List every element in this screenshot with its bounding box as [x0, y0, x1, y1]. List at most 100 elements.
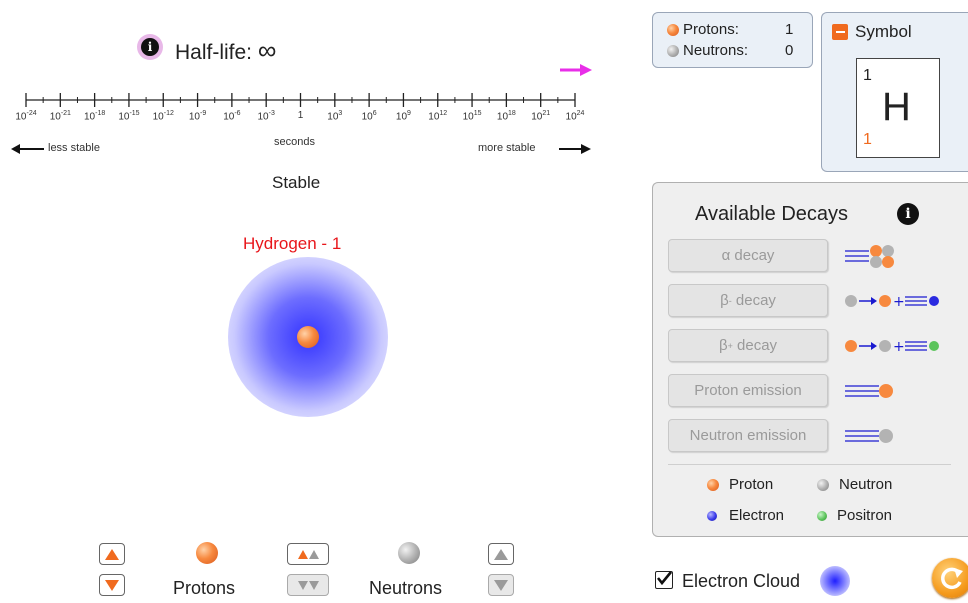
scale-tick-label: 10-3 — [257, 110, 275, 123]
beta-plus-diagram-icon: + — [845, 339, 939, 355]
counts-panel: Protons: 1 Neutrons: 0 — [652, 12, 813, 68]
beta-minus-rest: decay — [731, 292, 776, 309]
legend-proton-icon — [707, 479, 719, 491]
decays-info-button[interactable]: i — [897, 203, 919, 225]
symbol-box: 1 H 1 — [856, 58, 940, 158]
scale-tick-label: 10-21 — [49, 110, 71, 123]
triangle-up-icon — [105, 548, 119, 560]
svg-text:+: + — [893, 294, 905, 310]
minus-icon — [835, 31, 845, 33]
electron-cloud-icon — [820, 566, 850, 596]
scale-tick-label: 10-24 — [15, 110, 37, 123]
right-arrow-icon — [559, 144, 591, 154]
scale-tick-label: 103 — [327, 110, 343, 123]
seconds-label: seconds — [274, 136, 315, 148]
legend-electron-icon — [707, 511, 717, 521]
neutron-bucket-icon[interactable] — [398, 542, 420, 564]
beta-plus-decay-button[interactable]: β + decay — [668, 329, 828, 362]
triangle-up-icon — [494, 548, 508, 560]
scale-tick-label: 10-6 — [223, 110, 241, 123]
proton-emission-label: Proton emission — [694, 382, 802, 399]
legend-positron-label: Positron — [837, 507, 893, 524]
legend-positron-icon — [817, 511, 827, 521]
neutrons-count-label: Neutrons: — [683, 42, 749, 59]
legend-proton-label: Proton — [729, 476, 774, 493]
available-decays-panel: Available Decays i α decay β- decay + β +… — [652, 182, 968, 537]
triangle-down-icon — [494, 579, 508, 591]
beta-plus-rest: decay — [732, 337, 778, 354]
scale-tick-label: 10-9 — [188, 110, 207, 123]
proton-emission-button[interactable]: Proton emission — [668, 374, 828, 407]
scale-tick-label: 1024 — [565, 110, 585, 123]
triangle-down-icon — [297, 580, 308, 590]
proton-bucket-icon[interactable] — [196, 542, 218, 564]
scale-tick-label: 10-18 — [84, 110, 106, 123]
triangle-down-icon — [308, 580, 319, 590]
neutron-icon — [667, 45, 679, 57]
beta-minus-decay-button[interactable]: β- decay — [668, 284, 828, 317]
neutron-up-button[interactable] — [488, 543, 514, 565]
reset-button[interactable] — [932, 558, 968, 598]
legend-divider — [668, 464, 951, 465]
electron-cloud-label[interactable]: Electron Cloud — [682, 571, 801, 591]
protons-count-label: Protons: — [683, 21, 739, 38]
beta-minus-sup: - — [728, 295, 732, 306]
beta-plus-symbol: β — [718, 337, 728, 354]
alpha-decay-button[interactable]: α decay — [668, 239, 828, 272]
neutrons-label: Neutrons — [369, 578, 443, 598]
proton-icon — [667, 24, 679, 36]
neutron-emission-icon — [845, 429, 893, 443]
element-symbol: H — [882, 85, 911, 129]
protons-label: Protons — [173, 578, 236, 598]
halflife-label: Half-life: — [175, 41, 253, 64]
scale-tick-label: 1018 — [496, 110, 516, 123]
scale-tick-label: 1 — [297, 110, 304, 121]
neutron-emission-label: Neutron emission — [689, 427, 807, 444]
symbol-collapse-button[interactable] — [832, 24, 848, 40]
triangle-up-icon — [297, 549, 308, 559]
alpha-decay-label: α decay — [721, 247, 775, 264]
proton-emission-icon — [845, 384, 893, 398]
triangle-up-icon — [308, 549, 319, 559]
nucleus-proton[interactable] — [297, 326, 319, 348]
left-arrow-icon — [11, 144, 44, 154]
scale-tick-label: 10-12 — [152, 110, 174, 123]
info-icon: i — [137, 34, 163, 60]
neutrons-count-value: 0 — [785, 42, 794, 59]
scale-tick-label: 109 — [395, 110, 411, 123]
element-name: Hydrogen - 1 — [243, 234, 342, 253]
checkmark-icon — [656, 571, 673, 586]
proton-down-button[interactable] — [99, 574, 125, 596]
less-stable-label: less stable — [48, 142, 100, 154]
triangle-down-icon — [105, 579, 119, 591]
symbol-title: Symbol — [855, 22, 912, 41]
neutron-emission-button[interactable]: Neutron emission — [668, 419, 828, 452]
electron-cloud-checkbox[interactable] — [655, 571, 673, 589]
decays-title: Available Decays — [695, 203, 849, 225]
beta-minus-symbol: β — [720, 292, 729, 309]
legend-neutron-icon — [817, 479, 829, 491]
neutron-down-button[interactable] — [488, 574, 514, 596]
scale-tick-label: 10-15 — [118, 110, 140, 123]
nucleon-down-button[interactable] — [287, 574, 329, 596]
protons-count-value: 1 — [785, 21, 794, 38]
halflife-title: Half-life: ∞ — [175, 35, 276, 66]
halflife-info-button[interactable]: i — [137, 34, 163, 60]
proton-up-button[interactable] — [99, 543, 125, 565]
halflife-value: ∞ — [257, 35, 277, 65]
halflife-scale — [25, 93, 576, 107]
stability-status: Stable — [272, 173, 321, 192]
nucleon-up-button[interactable] — [287, 543, 329, 565]
beta-minus-diagram-icon: + — [845, 294, 939, 310]
mass-number: 1 — [863, 67, 872, 84]
scale-tick-label: 106 — [361, 110, 377, 123]
reset-icon — [941, 567, 963, 590]
scale-tick-label: 1012 — [428, 110, 448, 123]
legend-electron-label: Electron — [729, 507, 785, 524]
svg-text:+: + — [893, 339, 905, 355]
scale-tick-label: 1015 — [462, 110, 482, 123]
more-stable-label: more stable — [478, 142, 536, 154]
beta-plus-sup: + — [727, 340, 733, 351]
alpha-particle-icon — [845, 245, 894, 268]
halflife-pointer-arrow-icon — [560, 64, 592, 76]
